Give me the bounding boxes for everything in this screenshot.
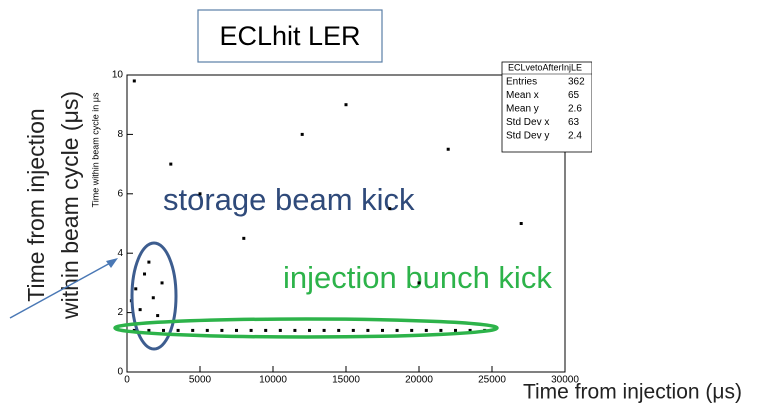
point (162, 328, 165, 332)
y-tick-label: 10 (112, 70, 124, 81)
point (344, 103, 348, 107)
annotation: storage beam kick (163, 182, 415, 217)
annotation: injection bunch kick (283, 260, 552, 295)
outer-y-label: Time from injection (23, 108, 49, 301)
point (138, 308, 142, 312)
x-tick-label: 5000 (189, 375, 212, 386)
point (198, 192, 202, 196)
point (337, 328, 341, 332)
stats-box: ECLvetoAfterInjLE Entries 362 Mean x 65 Mean… (501, 61, 593, 153)
point (169, 162, 173, 166)
x-tick-label: 30000 (551, 375, 579, 386)
point (156, 314, 160, 318)
x-tick-label: 10000 (259, 375, 287, 386)
y-tick-label: 2 (117, 307, 123, 318)
point (454, 328, 457, 332)
point (191, 328, 195, 332)
x-tick-label: 15000 (332, 375, 360, 386)
point (278, 328, 282, 332)
title-box (197, 9, 383, 63)
x-tick-label: 25000 (478, 375, 506, 386)
point (300, 132, 304, 136)
y-axis-label: Time within beam cycle in μs (90, 92, 100, 207)
y-tick-label: 8 (117, 129, 123, 140)
point (134, 287, 138, 291)
point (366, 328, 370, 332)
point (308, 328, 311, 332)
y-tick-label: 0 (117, 367, 123, 378)
x-tick-label: 0 (124, 375, 130, 386)
stats-label: Std Dev y (506, 131, 549, 142)
stats-value: 362 (568, 77, 585, 88)
stats-value: 63 (568, 117, 580, 128)
point (147, 328, 151, 332)
x-axis-label: Time from injection (μs) (523, 381, 742, 404)
stats-label: Entries (506, 77, 537, 88)
point (381, 328, 384, 332)
point (468, 328, 472, 332)
stats-frame (501, 61, 593, 153)
point (176, 328, 180, 332)
outer-y-label: within beam cycle (μs) (57, 91, 83, 320)
stats-label: Mean y (506, 104, 539, 115)
point (388, 207, 392, 211)
point (395, 328, 399, 332)
stats-label: Std Dev x (506, 117, 549, 128)
x-tick-label: 20000 (405, 375, 433, 386)
point (147, 260, 151, 264)
point (446, 147, 450, 151)
arrow (9, 261, 113, 319)
chart-title: ECLhit LER (219, 21, 360, 51)
point (132, 79, 136, 83)
arrow-head (106, 258, 118, 268)
point (249, 328, 253, 332)
point (264, 328, 268, 332)
point (143, 272, 147, 276)
y-tick-label: 4 (117, 248, 123, 259)
point (242, 236, 246, 240)
point (410, 328, 414, 332)
stats-title: ECLvetoAfterInjLE (508, 62, 582, 72)
highlight-ellipse (113, 317, 499, 339)
point (205, 328, 209, 332)
stats-value: 2.6 (568, 104, 582, 115)
clip-cover (592, 55, 761, 155)
point (235, 328, 238, 332)
plot-frame (126, 74, 566, 373)
point (417, 281, 421, 285)
point (220, 328, 224, 332)
point (519, 222, 523, 225)
point (151, 296, 155, 300)
highlight-ellipse (130, 241, 178, 351)
stats-value: 65 (568, 90, 580, 101)
point (322, 328, 326, 332)
point (439, 328, 443, 332)
point (293, 328, 297, 332)
point (351, 328, 355, 332)
point (160, 281, 164, 285)
point (424, 328, 428, 332)
y-tick-label: 6 (117, 188, 123, 199)
stats-value: 2.4 (568, 131, 582, 142)
stats-label: Mean x (506, 90, 539, 101)
